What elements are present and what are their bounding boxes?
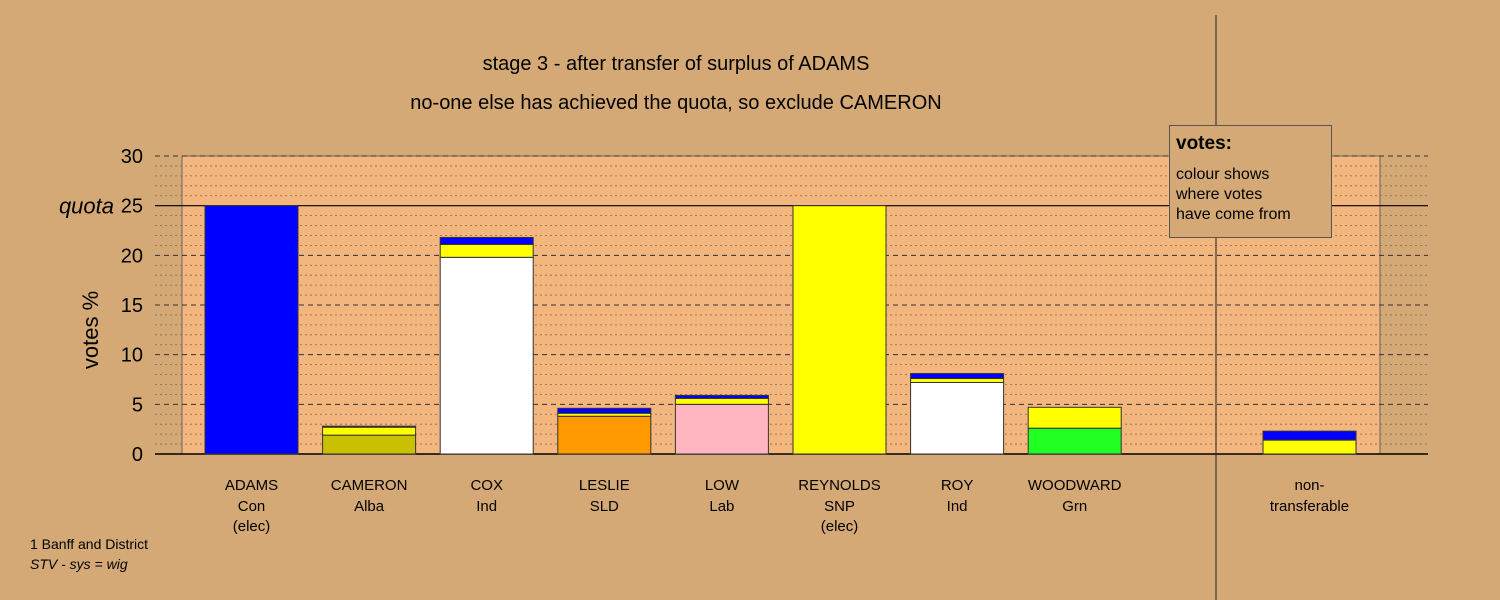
bar-cameron-segment-con [322,425,417,428]
bar-roy-segment-snp [910,378,1005,383]
bar-low-segment-lab [674,403,769,455]
candidate-name-label: LESLIE [579,477,630,494]
bar-non-transferable-segment-con [1262,430,1357,441]
quota-label: quota [59,194,114,219]
candidate-status-label: (elec) [821,518,859,535]
legend-text: colour shows where votes have come from [1176,165,1325,225]
bar-adams-segment-con [204,205,299,455]
bar-leslie-segment-con [557,407,652,414]
candidate-party-label: Alba [354,498,385,515]
bar-cox-segment-con [439,236,534,245]
legend-line: colour shows [1176,166,1270,183]
bar-cameron-segment-alba [322,434,417,455]
footer-ward: 1 Banff and District [30,536,149,552]
legend-line: have come from [1176,206,1291,223]
candidate-party-label: SNP [824,498,855,515]
candidate-name-label: ADAMS [225,477,278,494]
bar-non-transferable-segment-snp [1262,439,1357,455]
y-tick-label: 25 [121,196,143,218]
candidate-name-label: ROY [941,477,974,494]
legend-line: where votes [1176,186,1263,203]
y-axis-label: votes % [78,291,103,369]
chart-title: stage 3 - after transfer of surplus of A… [482,53,870,75]
candidate-name-label: REYNOLDS [798,477,881,494]
y-tick-label: 30 [121,146,143,168]
legend-heading: votes: [1176,133,1232,154]
bar-leslie-segment-sld [557,415,652,455]
bar-roy-segment-ind [910,381,1005,455]
chart-subtitle: no-one else has achieved the quota, so e… [410,92,942,114]
candidate-name-label: WOODWARD [1028,477,1122,494]
bar-woodward-segment-snp [1027,406,1122,429]
bar-low-segment-snp [674,397,769,405]
candidate-party-label: Lab [709,498,734,515]
candidate-party-label: Ind [476,498,497,515]
non-transferable-label: transferable [1270,498,1349,515]
y-tick-label: 5 [132,394,143,416]
candidate-party-label: Ind [947,498,968,515]
y-tick-label: 0 [132,444,143,466]
bar-cox-segment-snp [439,243,534,258]
candidate-name-label: COX [470,477,503,494]
bar-reynolds-segment-snp [792,205,887,455]
bar-cameron-segment-snp [322,426,417,436]
bar-woodward-segment-grn [1027,427,1122,455]
candidate-status-label: (elec) [233,518,271,535]
bar-low-segment-con [674,394,769,399]
candidate-name-label: CAMERON [331,477,408,494]
bar-cox-segment-ind [439,256,534,455]
y-tick-label: 15 [121,295,143,317]
candidate-party-label: Con [238,498,266,515]
footer-system: STV - sys = wig [30,556,128,572]
y-tick-label: 20 [121,245,143,267]
candidate-name-label: LOW [705,477,740,494]
bar-roy-segment-con [910,373,1005,380]
y-tick-label: 10 [121,345,143,367]
candidate-party-label: SLD [590,498,619,515]
non-transferable-label: non- [1294,477,1324,494]
candidate-party-label: Grn [1062,498,1087,515]
legend-box: votes: colour shows where votes have com… [1169,125,1332,238]
